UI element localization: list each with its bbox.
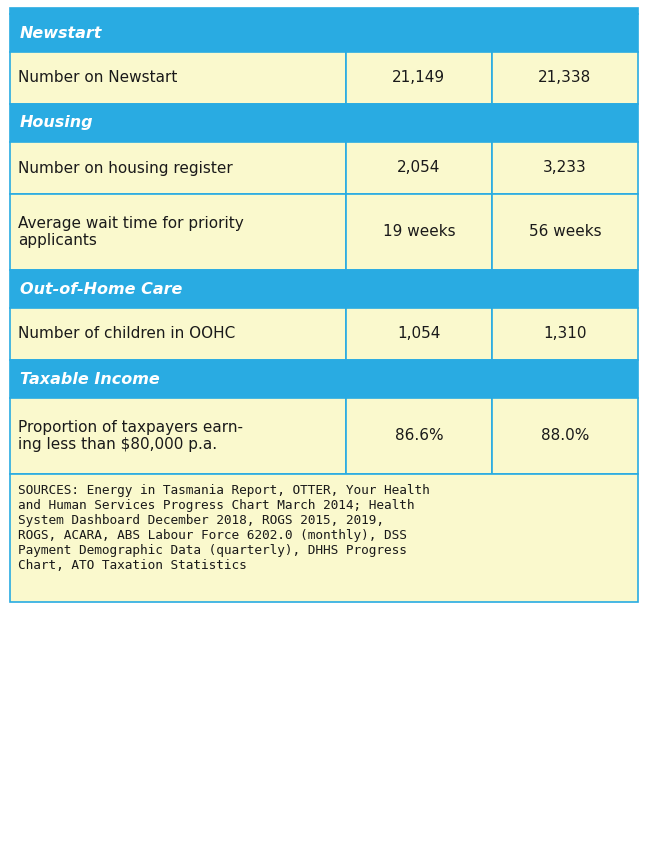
Bar (10, 474, 638, 602)
Bar (346, 308, 491, 360)
Text: 56 weeks: 56 weeks (528, 225, 601, 239)
Bar (491, 142, 638, 194)
Bar (491, 194, 638, 270)
Text: Housing: Housing (20, 115, 94, 131)
Bar (10, 142, 346, 194)
Text: 19 weeks: 19 weeks (382, 225, 455, 239)
Text: Proportion of taxpayers earn-
ing less than $80,000 p.a.: Proportion of taxpayers earn- ing less t… (18, 420, 243, 453)
Text: 88.0%: 88.0% (541, 428, 589, 444)
Text: 21,338: 21,338 (538, 70, 592, 86)
Bar (491, 308, 638, 360)
Bar (346, 142, 491, 194)
Bar (346, 52, 491, 104)
Text: 21,149: 21,149 (392, 70, 445, 86)
Bar (10, 194, 346, 270)
Bar (10, 14, 638, 52)
Text: Newstart: Newstart (20, 25, 103, 41)
Bar (10, 398, 346, 474)
Bar (346, 194, 491, 270)
Bar (10, 104, 638, 142)
Text: Number on housing register: Number on housing register (18, 160, 233, 175)
Bar (491, 52, 638, 104)
Bar (10, 360, 638, 398)
Text: 1,054: 1,054 (397, 327, 441, 342)
Bar (10, 8, 638, 14)
Text: 1,310: 1,310 (543, 327, 586, 342)
Text: Taxable Income: Taxable Income (20, 371, 160, 387)
Text: 2,054: 2,054 (397, 160, 441, 175)
Text: Out-of-Home Care: Out-of-Home Care (20, 282, 183, 297)
Text: Number of children in OOHC: Number of children in OOHC (18, 327, 235, 342)
Bar (10, 52, 346, 104)
Bar (346, 398, 491, 474)
Text: Number on Newstart: Number on Newstart (18, 70, 177, 86)
Text: Average wait time for priority
applicants: Average wait time for priority applicant… (18, 216, 244, 248)
Text: SOURCES: Energy in Tasmania Report, OTTER, Your Health
and Human Services Progre: SOURCES: Energy in Tasmania Report, OTTE… (18, 484, 430, 572)
Text: 86.6%: 86.6% (395, 428, 443, 444)
Bar (491, 398, 638, 474)
Bar (10, 270, 638, 308)
Text: 3,233: 3,233 (543, 160, 587, 175)
Bar (10, 308, 346, 360)
